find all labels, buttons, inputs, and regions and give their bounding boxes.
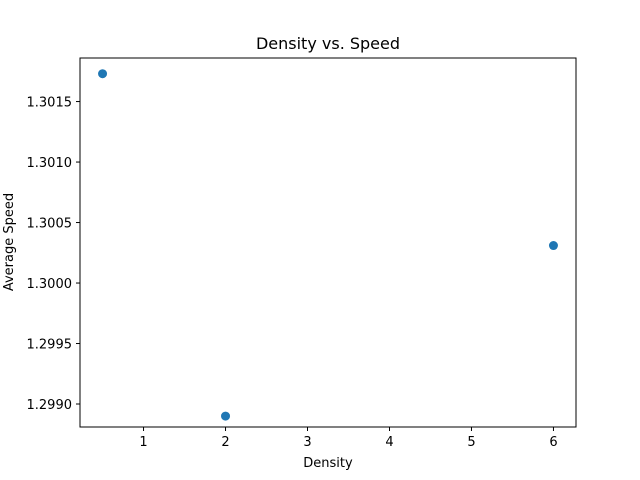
y-tick-label: 1.3015	[27, 96, 73, 111]
x-tick-label: 1	[139, 435, 147, 450]
y-tick-label: 1.3010	[27, 156, 73, 171]
plot-frame	[79, 57, 577, 428]
y-axis-label: Average Speed	[2, 193, 17, 291]
x-tick-label: 4	[385, 435, 393, 450]
plot-background	[80, 58, 576, 427]
data-point	[548, 241, 558, 251]
data-point	[221, 411, 231, 421]
ticks-layer: 1 2 3 4 5 6 1.2990 1.2995 1.3000 1.3005 1.3010 1.30…	[27, 96, 558, 450]
y-tick-label: 1.3005	[27, 217, 73, 232]
data-point	[98, 69, 108, 79]
y-tick-label: 1.3000	[27, 277, 73, 292]
points-layer	[98, 69, 558, 421]
chart-title: Density vs. Speed	[256, 34, 400, 53]
x-axis-label: Density	[303, 456, 353, 471]
y-tick-label: 1.2995	[27, 338, 73, 353]
x-tick-label: 2	[221, 435, 229, 450]
x-tick-label: 6	[549, 435, 557, 450]
x-tick-label: 3	[303, 435, 311, 450]
y-tick-label: 1.2990	[27, 398, 73, 413]
x-tick-label: 5	[467, 435, 475, 450]
